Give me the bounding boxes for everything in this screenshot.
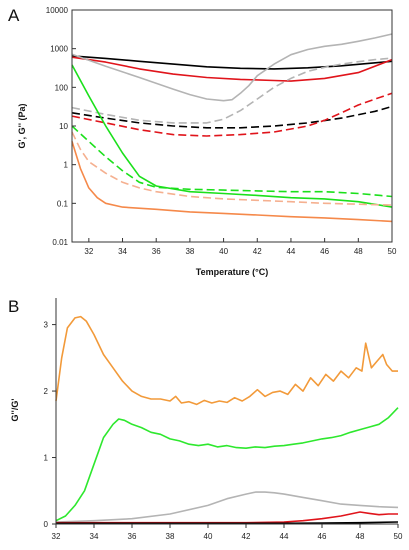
- panel-a-letter: A: [8, 6, 20, 25]
- panel-b: B 0 1 2 3 32 34 36 38 40 42 44 46 48 50 G''/G': [8, 297, 403, 541]
- panel-a-y-tick-label: 10000: [46, 6, 69, 15]
- panel-a-y-tick-label: 1000: [50, 45, 68, 54]
- panel-a-x-tick-label: 32: [84, 247, 93, 256]
- panel-b-letter: B: [8, 297, 19, 316]
- panel-a-x-tick-label: 46: [320, 247, 329, 256]
- panel-a-y-label: G', G'' (Pa): [17, 104, 27, 149]
- panel-b-series-line-1: [55, 315, 398, 406]
- panel-a-y-tick-label: 10: [59, 122, 68, 131]
- panel-a-y-tick-label: 1: [64, 161, 69, 170]
- panel-a-series-line-8: [71, 125, 393, 198]
- panel-b-x-tick-label: 40: [204, 532, 213, 541]
- panel-a-series-line-4: [71, 92, 393, 137]
- panel-b-y-label: G''/G': [10, 399, 20, 422]
- panel-a-y-tick-label: 0.1: [57, 199, 69, 208]
- panel-a-y-tick-label: 100: [55, 83, 69, 92]
- panel-b-x-tick-label: 36: [128, 532, 137, 541]
- panel-a-x-tick-label: 50: [388, 247, 397, 256]
- panel-b-series-line-4: [56, 511, 398, 524]
- panel-b-y-tick-label: 1: [44, 454, 49, 463]
- panel-a-series-line-7: [71, 64, 393, 208]
- panel-b-y-tick-label: 2: [44, 387, 49, 396]
- panel-b-y-tick-label: 3: [44, 321, 49, 330]
- panel-a-series-line-1: [71, 55, 393, 70]
- panel-a-series-line-9: [71, 141, 393, 223]
- panel-b-series-line-2: [55, 407, 399, 522]
- panel-a-x-tick-label: 42: [253, 247, 262, 256]
- panel-a: A 0.01 0.1 1 10 100 1000 10000 32 34 36 38 40 42 44 46…: [8, 6, 397, 277]
- panel-b-series-line-5: [56, 521, 399, 525]
- panel-b-y-tick-label: 0: [44, 520, 49, 529]
- panel-b-x-tick-label: 42: [242, 532, 251, 541]
- panel-a-series-line-6: [71, 57, 393, 124]
- panel-a-y-tick-label: 0.01: [52, 238, 68, 247]
- panel-a-x-tick-label: 40: [219, 247, 228, 256]
- panel-a-series-line-2: [71, 105, 393, 129]
- panel-b-x-tick-label: 46: [318, 532, 327, 541]
- panel-a-series-line-3: [71, 56, 393, 82]
- panel-a-x-tick-label: 48: [354, 247, 363, 256]
- panel-b-x-tick-label: 48: [356, 532, 365, 541]
- panel-a-x-label: Temperature (°C): [196, 267, 268, 277]
- panel-a-x-tick-label: 36: [152, 247, 161, 256]
- panel-b-x-tick-label: 44: [280, 532, 289, 541]
- panel-a-series-line-5: [71, 33, 393, 102]
- panel-a-series-line-10: [71, 131, 393, 206]
- panel-b-x-tick-label: 38: [166, 532, 175, 541]
- panel-a-x-tick-label: 38: [185, 247, 194, 256]
- panel-b-series-line-3: [55, 491, 399, 523]
- panel-b-x-tick-label: 50: [394, 532, 403, 541]
- panel-b-x-tick-label: 32: [52, 532, 61, 541]
- panel-a-x-tick-label: 34: [118, 247, 127, 256]
- panel-b-x-tick-label: 34: [90, 532, 99, 541]
- panel-a-x-tick-label: 44: [286, 247, 295, 256]
